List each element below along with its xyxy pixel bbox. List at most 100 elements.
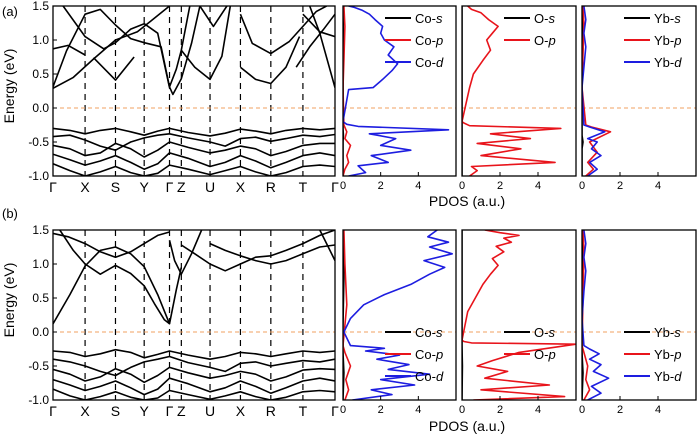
y-tick-label-3: 0.5 [32, 291, 49, 305]
pdos-frame [461, 5, 577, 177]
band-line-5 [168, 230, 203, 276]
kpoint-label-5: Z [177, 403, 186, 419]
kpoint-label-8: R [266, 179, 276, 195]
band-line-2 [53, 44, 86, 56]
legend: O-s O-p [504, 11, 556, 48]
x-tick-label-2: 4 [535, 404, 541, 416]
pdos-line-s [343, 230, 345, 400]
y-tick-label-1: -0.5 [28, 359, 49, 373]
legend: Yb-s Yb-p Yb-d [624, 325, 682, 384]
band-line-13 [53, 388, 335, 400]
pdos-frame [342, 5, 457, 177]
pdos-line-p [582, 230, 591, 400]
band-line-10 [239, 6, 327, 55]
kpoint-label-1: X [80, 179, 90, 195]
kpoint-label-3: Y [140, 179, 150, 195]
pdos-line-p [582, 6, 612, 176]
pdos-line-d [343, 6, 450, 176]
y-axis-label-b: Energy (eV) [1, 263, 17, 338]
pdos-co-panel: 0 2 4 Co-s Co-p Co-d [340, 229, 457, 416]
panel-label-a: (a) [2, 4, 18, 19]
legend-label-p: Yb-p [654, 33, 681, 48]
pdos-line-p [343, 230, 352, 400]
legend-label-s: Co-s [415, 11, 443, 26]
band-line-7 [209, 242, 335, 265]
y-tick-label-5: 1.5 [32, 223, 49, 237]
band-structure-plot [53, 6, 335, 176]
y-axis-label-a: Energy (eV) [1, 49, 17, 124]
pdos-line-d [582, 230, 610, 400]
band-line-7 [168, 6, 191, 88]
pdos-yb-panel: 0 2 4 Yb-s Yb-p Yb-d [579, 229, 697, 416]
panel-b: -1.0-0.50.00.51.01.5Γ X S Y Γ Z U X R T Γ 0 2 4Co-sCo… [28, 223, 697, 419]
band-line-3 [59, 230, 145, 287]
pdos-co-panel: 0 2 4 Co-s Co-p Co-d [340, 5, 457, 192]
band-structure-plot [53, 230, 335, 400]
pdos-o-panel: 0 2 4 O-s O-p [459, 5, 577, 192]
legend-label-p: Co-p [415, 33, 443, 48]
band-line-1 [53, 6, 171, 90]
legend-label-d: Co-d [415, 369, 444, 384]
legend-label-s: Yb-s [654, 11, 681, 26]
x-tick-label-0: 0 [340, 404, 346, 416]
x-tick-label-2: 4 [655, 180, 661, 192]
kpoint-label-9: T [299, 403, 308, 419]
legend-label-s: Yb-s [654, 325, 681, 340]
band-line-6 [180, 230, 335, 272]
x-tick-label-2: 4 [415, 404, 421, 416]
kpoint-label-5: Z [177, 179, 186, 195]
y-tick-label-5: 1.5 [32, 0, 49, 13]
panel-a: -1.0-0.50.00.51.01.5Γ X S Y Γ Z U X R T Γ 0 2 4Co-sCo… [28, 0, 697, 195]
x-tick-label-2: 4 [415, 180, 421, 192]
legend: Co-s Co-p Co-d [385, 11, 444, 70]
pdos-line-d [343, 230, 454, 400]
x-tick-label-1: 2 [617, 404, 623, 416]
pdos-frame [461, 229, 577, 401]
legend: Yb-s Yb-p Yb-d [624, 11, 682, 70]
band-line-12 [53, 377, 335, 396]
legend-label-d: Co-d [415, 55, 444, 70]
kpoint-label-0: Γ [49, 179, 57, 195]
band-line-19 [53, 163, 335, 176]
legend-label-s: O-s [534, 325, 555, 340]
kpoint-label-3: Y [140, 403, 150, 419]
pdos-line-p [343, 6, 352, 176]
x-tick-label-0: 0 [459, 404, 465, 416]
x-tick-label-0: 0 [579, 180, 585, 192]
y-tick-label-4: 1.0 [32, 33, 49, 47]
kpoint-label-7: X [236, 179, 246, 195]
x-tick-label-0: 0 [579, 404, 585, 416]
band-line-14 [302, 13, 335, 38]
pdos-x-axis-label-a: PDOS (a.u.) [429, 193, 505, 209]
y-tick-label-0: -1.0 [28, 393, 49, 407]
pdos-x-axis-label-b: PDOS (a.u.) [429, 418, 505, 434]
pdos-plot-area [462, 6, 576, 176]
x-tick-label-1: 2 [497, 404, 503, 416]
kpoint-label-6: U [205, 403, 215, 419]
legend-label-s: O-s [534, 11, 555, 26]
kpoint-label-10: Γ [331, 403, 339, 419]
band-line-8 [180, 6, 232, 81]
legend-label-p: O-p [534, 33, 556, 48]
pdos-line-s [582, 230, 584, 400]
kpoint-label-8: R [266, 403, 276, 419]
band-line-13 [295, 13, 335, 68]
pdos-plot-area [582, 6, 696, 176]
x-tick-label-2: 4 [535, 180, 541, 192]
band-line-16 [53, 133, 335, 151]
legend-label-p: Yb-p [654, 347, 681, 362]
pdos-frame [581, 229, 697, 401]
band-line-9 [53, 348, 335, 361]
band-line-4 [62, 6, 171, 88]
legend-label-p: Co-p [415, 347, 443, 362]
pdos-o-panel: 0 2 4 O-s O-p [459, 229, 577, 416]
legend: O-s O-p [504, 325, 556, 362]
legend-label-d: Yb-d [654, 55, 682, 70]
pdos-line-p [462, 230, 576, 400]
kpoint-label-2: S [111, 403, 120, 419]
band-line-18 [53, 152, 335, 170]
legend: Co-s Co-p Co-d [385, 325, 444, 384]
band-line-4 [143, 267, 183, 325]
y-tick-label-1: -0.5 [28, 135, 49, 149]
